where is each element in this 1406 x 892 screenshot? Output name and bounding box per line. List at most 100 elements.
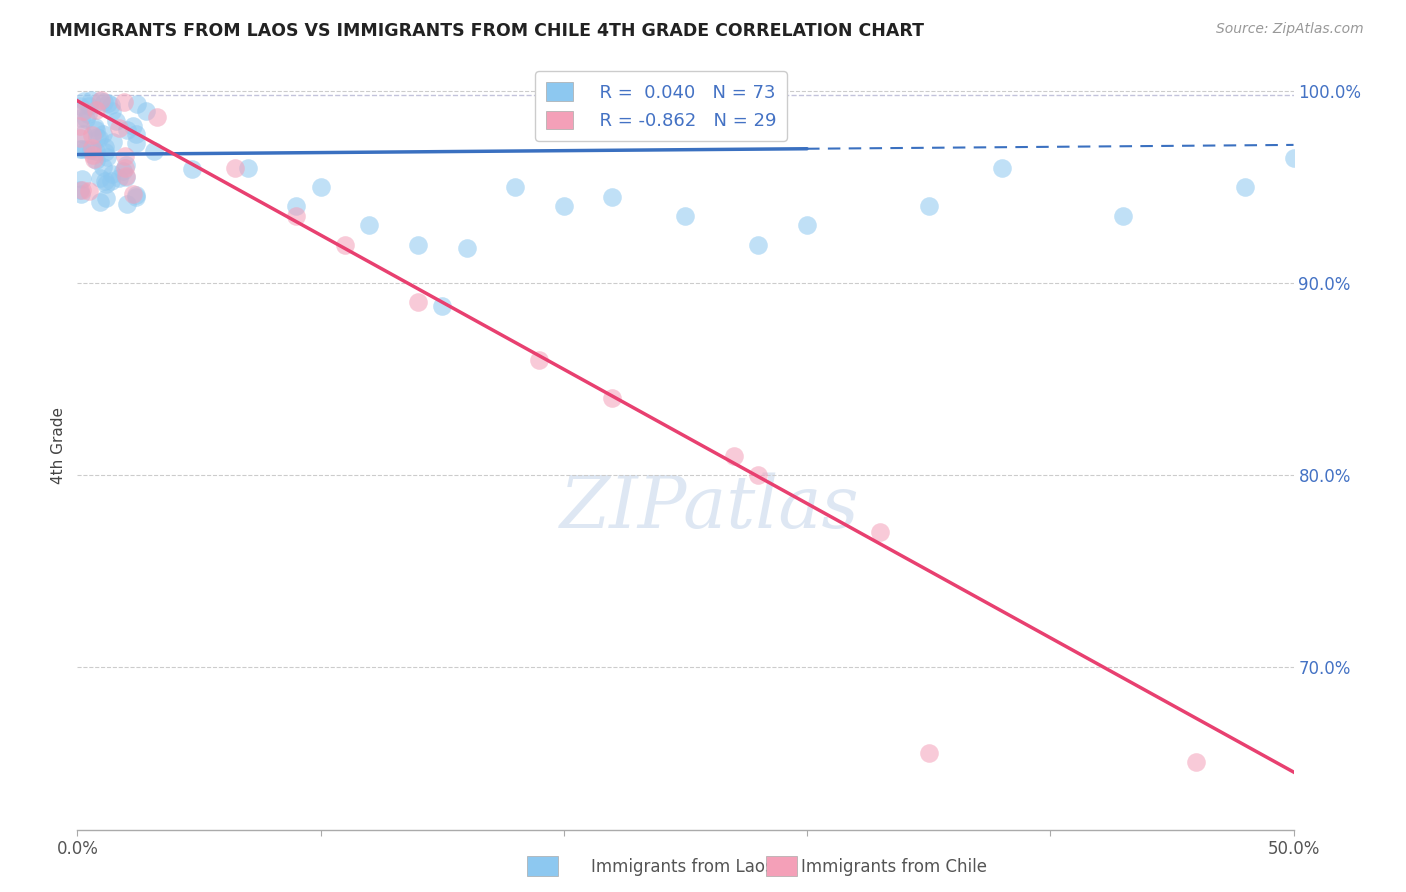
Point [553,199,575,213]
Point [1282,151,1305,165]
Legend:   R =  0.040   N = 73,   R = -0.862   N = 29: R = 0.040 N = 73, R = -0.862 N = 29 [536,71,787,141]
Point [115,197,138,211]
Point [93,95,115,109]
Point [89,171,111,186]
Point [114,161,136,176]
Point [115,169,138,184]
Point [869,525,891,540]
Point [602,189,624,203]
Point [529,352,551,367]
Point [143,145,166,159]
Point [101,135,124,149]
Point [796,219,818,233]
Point [100,98,122,112]
Point [723,449,745,463]
Point [89,94,111,108]
Point [82,147,104,161]
Point [73,94,96,108]
Point [224,161,246,175]
Point [406,295,429,310]
Point [94,178,117,192]
Point [86,129,108,144]
Point [1112,209,1135,223]
Point [91,127,114,141]
Point [86,153,108,167]
Text: Immigrants from Chile: Immigrants from Chile [801,858,987,876]
Point [84,103,107,117]
Point [80,128,103,143]
Point [503,180,526,194]
Point [122,119,145,133]
Point [76,107,98,121]
Point [602,391,624,405]
Point [70,183,93,197]
Point [94,174,117,188]
Point [70,142,93,156]
Point [309,180,332,194]
Point [83,152,105,166]
Text: Immigrants from Laos: Immigrants from Laos [591,858,773,876]
Point [115,158,138,172]
Point [359,219,381,233]
Point [675,209,697,223]
Point [101,103,124,118]
Point [114,149,136,163]
Point [69,111,91,125]
Point [990,161,1012,175]
Text: IMMIGRANTS FROM LAOS VS IMMIGRANTS FROM CHILE 4TH GRADE CORRELATION CHART: IMMIGRANTS FROM LAOS VS IMMIGRANTS FROM … [49,22,924,40]
Point [180,161,202,176]
Text: ZIPatlas: ZIPatlas [560,472,859,542]
Point [72,128,94,142]
Point [79,185,101,199]
Point [747,467,769,482]
Point [134,104,156,119]
Point [125,127,148,141]
Point [75,142,97,156]
Point [114,169,136,184]
Point [100,174,122,188]
Point [69,142,91,156]
Point [77,99,100,113]
Point [108,171,131,186]
Point [430,299,453,313]
Point [75,112,97,127]
Point [90,93,112,107]
Point [124,188,146,202]
Y-axis label: 4th Grade: 4th Grade [51,408,66,484]
Point [111,164,134,178]
Point [96,150,118,164]
Point [69,130,91,145]
Point [96,191,118,205]
Point [69,183,91,197]
Point [72,104,94,119]
Point [145,111,167,125]
Point [101,167,124,181]
Point [69,120,91,134]
Point [93,160,115,174]
Point [94,140,117,154]
Point [285,199,308,213]
Text: Source: ZipAtlas.com: Source: ZipAtlas.com [1216,22,1364,37]
Point [125,136,148,150]
Point [122,187,145,202]
Point [112,95,135,109]
Point [84,123,107,137]
Point [80,93,103,107]
Point [1185,756,1208,770]
Point [127,97,149,112]
Point [747,237,769,252]
Point [456,242,478,256]
Point [108,121,131,136]
Point [97,96,120,111]
Point [333,237,356,252]
Point [80,141,103,155]
Point [918,199,941,213]
Point [83,120,105,135]
Point [69,99,91,113]
Point [406,237,429,252]
Point [70,172,93,186]
Point [80,143,103,157]
Point [918,746,941,760]
Point [1233,180,1256,194]
Point [87,131,110,145]
